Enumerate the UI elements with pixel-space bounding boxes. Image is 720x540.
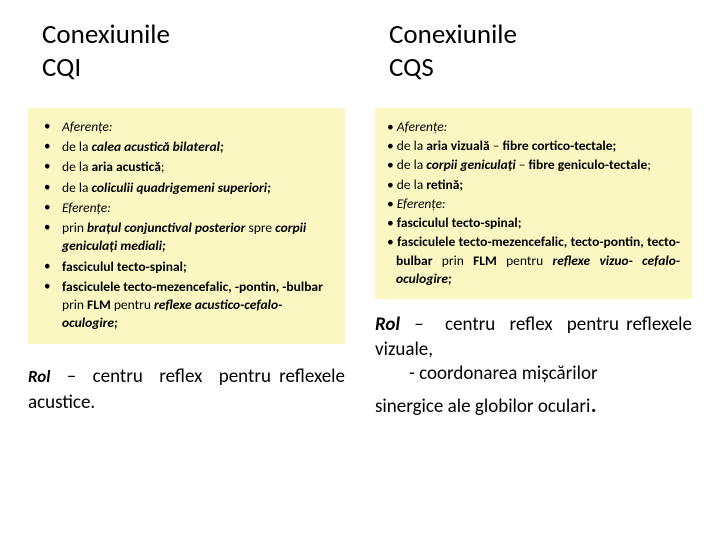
left-title-line1: Conexiunile: [42, 18, 170, 51]
right-title-line2: CQS: [389, 51, 434, 84]
list-item: • de la corpii geniculați – fibre genicu…: [387, 156, 680, 174]
list-item: • de la aria vizuală – fibre cortico-tec…: [387, 137, 680, 155]
list-item: de la aria acustică;: [40, 158, 337, 176]
list-item: de la calea acustică bilateral;: [40, 138, 337, 156]
left-list: Aferențe: de la calea acustică bilateral;…: [36, 118, 337, 332]
right-rol-line1: Rol – centru reflex pentru reflexele viz…: [375, 313, 692, 362]
left-rol: Rol – centru reflex pentru reflexele acu…: [28, 364, 345, 415]
left-box: Aferențe: de la calea acustică bilateral;…: [28, 108, 345, 344]
list-item: de la coliculii quadrigemeni superiori;: [40, 179, 337, 197]
right-box: • Aferențe:• de la aria vizuală – fibre …: [375, 108, 692, 299]
right-title-line1: Conexiunile: [389, 18, 517, 51]
list-item: Aferențe:: [40, 118, 337, 136]
right-column: Conexiunile CQS • Aferențe:• de la aria …: [375, 18, 692, 522]
right-rol-line2: - coordonarea mișcărilor: [375, 362, 692, 387]
right-rol: Rol – centru reflex pentru reflexele viz…: [375, 313, 692, 421]
list-item: • fasciculul tecto-spinal;: [387, 214, 680, 232]
left-title: Conexiunile CQI: [28, 18, 345, 84]
list-item: Eferențe:: [40, 199, 337, 217]
right-title: Conexiunile CQS: [375, 18, 692, 84]
list-item: • de la retină;: [387, 176, 680, 194]
list-item: prin brațul conjunctival posterior spre …: [40, 219, 337, 255]
list-item: • Aferențe:: [387, 118, 680, 136]
left-column: Conexiunile CQI Aferențe: de la calea acu…: [28, 18, 345, 522]
left-title-line2: CQI: [42, 51, 81, 84]
list-item: fasciculele tecto-mezencefalic, -pontin,…: [40, 278, 337, 333]
list-item: • fasciculele tecto-mezencefalic, tecto-…: [387, 233, 680, 288]
right-rol-line3: sinergice ale globilor oculari.: [375, 387, 692, 421]
list-item: • Eferențe:: [387, 195, 680, 213]
list-item: fasciculul tecto-spinal;: [40, 258, 337, 276]
